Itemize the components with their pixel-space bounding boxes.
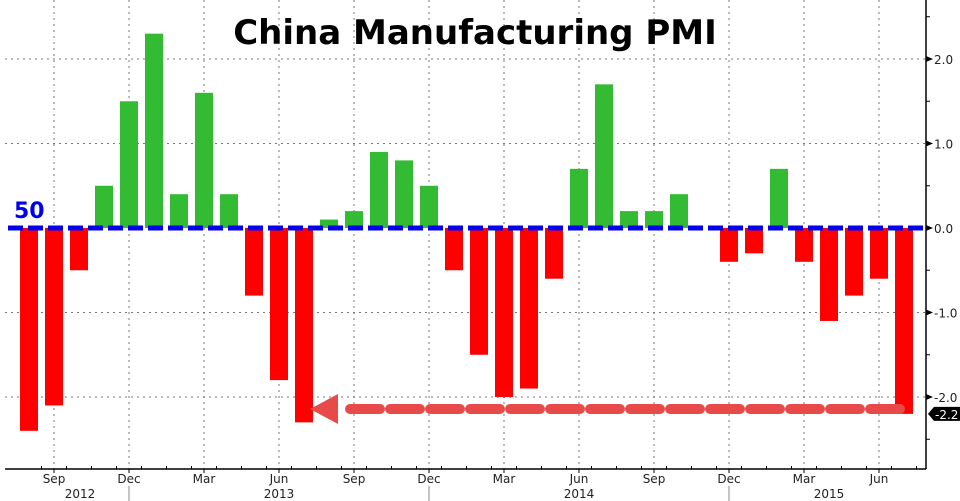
bar — [570, 168, 588, 228]
x-month-label: Sep — [43, 472, 66, 486]
bar — [545, 228, 563, 279]
bar — [245, 228, 263, 296]
y-tick-label: 1.0 — [934, 138, 953, 152]
bar — [20, 228, 38, 431]
bar — [795, 228, 813, 262]
bar — [45, 228, 63, 406]
y-tick-label: 2.0 — [934, 53, 953, 67]
bar — [470, 228, 488, 355]
x-year-label: 2012 — [65, 487, 96, 501]
x-month-label: Sep — [643, 472, 666, 486]
bar — [720, 228, 738, 262]
baseline-label: 50 — [14, 199, 45, 224]
bar — [445, 228, 463, 271]
x-month-label: Sep — [343, 472, 366, 486]
bar — [595, 84, 613, 228]
bar — [345, 211, 363, 228]
x-year-label: 2013 — [264, 487, 295, 501]
bar — [770, 168, 788, 228]
bar — [870, 228, 888, 279]
bar — [395, 160, 413, 228]
bar — [820, 228, 838, 321]
x-year-label: 2015 — [814, 487, 845, 501]
x-month-label: Mar — [793, 472, 816, 486]
annotation-arrow — [310, 394, 905, 424]
bar — [370, 151, 388, 228]
axes: 2.0 1.0 0.0 -1.0 -2.0 -2.2 Sep Dec Mar Jun Sep Dec M… — [5, 0, 960, 501]
bar — [620, 211, 638, 228]
bar — [295, 228, 313, 423]
bar — [220, 194, 238, 228]
bar — [670, 194, 688, 228]
x-month-label: Jun — [569, 472, 589, 486]
x-month-label: Jun — [269, 472, 289, 486]
bar — [195, 92, 213, 228]
bar — [95, 185, 113, 228]
grid-lines — [5, 0, 926, 469]
bar — [170, 194, 188, 228]
bars — [20, 33, 913, 431]
x-month-label: Dec — [417, 472, 440, 486]
x-year-label: 2014 — [564, 487, 595, 501]
bar — [745, 228, 763, 254]
bar — [495, 228, 513, 397]
bar — [520, 228, 538, 389]
x-month-label: Dec — [717, 472, 740, 486]
y-tick-label: -2.0 — [934, 391, 957, 405]
bar — [120, 101, 138, 228]
y-tick-label: -1.0 — [934, 307, 957, 321]
bar — [845, 228, 863, 296]
x-month-label: Mar — [193, 472, 216, 486]
bar — [645, 211, 663, 228]
bar — [320, 219, 338, 228]
x-month-label: Jun — [869, 472, 889, 486]
y-tick-label: 0.0 — [934, 222, 953, 236]
x-month-label: Mar — [493, 472, 516, 486]
chart-title: China Manufacturing PMI — [233, 13, 717, 53]
bar — [270, 228, 288, 381]
bar — [420, 185, 438, 228]
bar — [70, 228, 88, 271]
last-value-badge: -2.2 — [935, 408, 958, 422]
bar — [895, 228, 913, 414]
x-month-label: Dec — [117, 472, 140, 486]
bar — [145, 33, 163, 229]
